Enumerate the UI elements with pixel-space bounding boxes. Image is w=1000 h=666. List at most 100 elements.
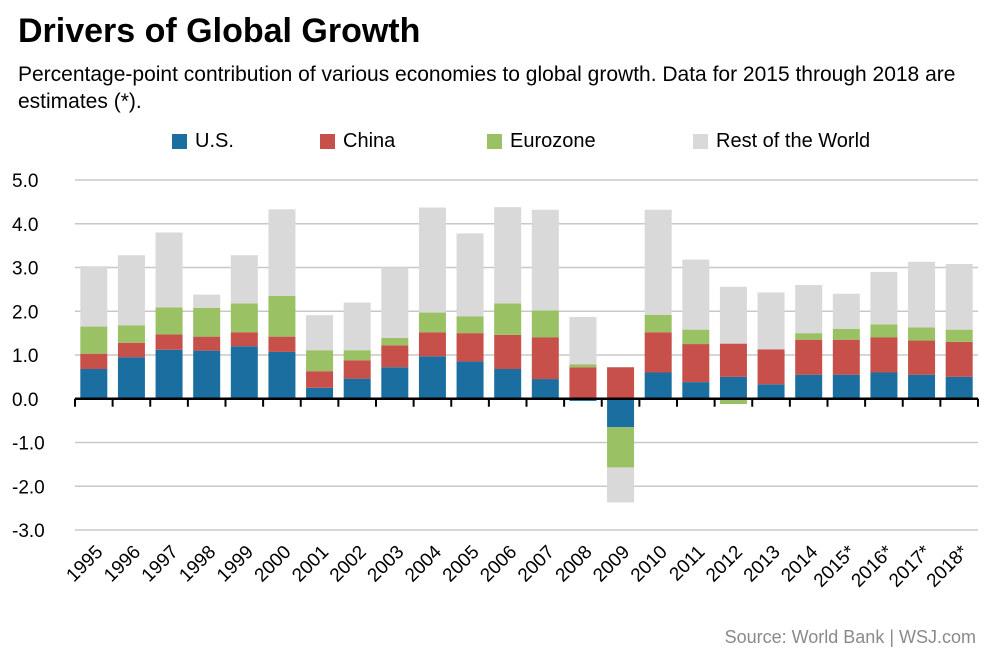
bar-segment-eurozone: [682, 329, 710, 345]
bar-segment-eurozone: [117, 325, 145, 343]
x-tick-label: 2003: [364, 542, 409, 587]
bar-segment-u-s-: [644, 372, 672, 399]
y-tick-label: -3.0: [12, 521, 45, 542]
bar-segment-u-s-: [381, 367, 409, 399]
bar-segment-u-s-: [80, 369, 108, 399]
legend-item-eurozone: Eurozone: [487, 130, 596, 153]
bar-segment-eurozone: [795, 333, 823, 340]
bar-segment-u-s-: [832, 374, 860, 399]
bar-segment-china: [531, 337, 559, 380]
chart-title: Drivers of Global Growth: [18, 12, 421, 50]
bar-segment-eurozone: [230, 303, 258, 333]
bar-segment-china: [644, 332, 672, 373]
legend-item-china: China: [320, 130, 395, 153]
y-tick-label: -1.0: [12, 434, 45, 455]
bar-segment-china: [230, 332, 258, 347]
x-tick-label: 1999: [213, 542, 258, 587]
bar-segment-rest-of-the-world: [607, 467, 635, 503]
legend-item-rest-of-world: Rest of the World: [693, 130, 870, 153]
bar-segment-u-s-: [193, 350, 221, 399]
bar-segment-china: [343, 360, 371, 379]
bar-segment-rest-of-the-world: [870, 271, 898, 325]
bar-segment-china: [494, 334, 522, 369]
bar-segment-eurozone: [531, 310, 559, 338]
bar-segment-china: [832, 339, 860, 375]
bar-segment-u-s-: [531, 379, 559, 399]
bar-segment-china: [945, 341, 973, 377]
bar-segment-china: [193, 336, 221, 351]
legend-swatch-eurozone: [487, 134, 502, 149]
x-tick-label: 2010: [627, 542, 672, 587]
bar-segment-eurozone: [870, 324, 898, 338]
bar-segment-china: [908, 340, 936, 375]
bar-segment-rest-of-the-world: [381, 267, 409, 338]
bar-segment-china: [607, 367, 635, 399]
bar-segment-u-s-: [945, 376, 973, 399]
chart-subtitle: Percentage-point contribution of various…: [18, 63, 956, 113]
bar-segment-china: [117, 342, 145, 358]
x-tick-label: 2005: [439, 542, 484, 587]
y-tick-label: 5.0: [12, 171, 38, 192]
legend-label-china: China: [343, 130, 396, 152]
bar-segment-u-s-: [268, 351, 296, 399]
bar-segment-u-s-: [719, 376, 747, 399]
bar-segment-eurozone: [193, 307, 221, 337]
y-tick-label: 3.0: [12, 259, 38, 280]
legend-swatch-china: [320, 134, 335, 149]
legend-item-us: U.S.: [172, 130, 234, 153]
x-tick-label: 2002: [326, 542, 371, 587]
x-tick-label: 1995: [63, 542, 108, 587]
x-tick-label: 2018*: [923, 541, 973, 591]
x-tick-label: 1998: [175, 542, 220, 587]
bar-segment-rest-of-the-world: [230, 255, 258, 304]
bar-segment-eurozone: [832, 328, 860, 340]
bar-segment-rest-of-the-world: [80, 266, 108, 327]
bar-segment-rest-of-the-world: [757, 292, 785, 350]
bar-segment-rest-of-the-world: [418, 207, 446, 313]
x-tick-label: 2012: [702, 542, 747, 587]
bar-segment-rest-of-the-world: [832, 293, 860, 329]
bar-segment-eurozone: [418, 312, 446, 333]
x-tick-label: 2013: [740, 542, 785, 587]
bar-segment-china: [418, 332, 446, 357]
legend-label-us: U.S.: [195, 130, 234, 152]
bar-segment-u-s-: [795, 374, 823, 399]
bar-segment-china: [155, 334, 183, 350]
bar-segment-rest-of-the-world: [569, 316, 597, 365]
bar-segment-rest-of-the-world: [719, 286, 747, 344]
bar-segment-eurozone: [607, 427, 635, 468]
x-tick-label: 2000: [251, 542, 296, 587]
bar-segment-china: [268, 336, 296, 352]
x-tick-label: 2006: [476, 542, 521, 587]
bar-segment-china: [757, 349, 785, 385]
x-tick-label: 2007: [514, 542, 559, 587]
bar-segment-eurozone: [80, 326, 108, 354]
bar-segment-u-s-: [870, 372, 898, 399]
bar-segment-china: [569, 367, 597, 399]
bar-segment-rest-of-the-world: [908, 261, 936, 328]
bar-segment-u-s-: [494, 369, 522, 399]
bar-segment-u-s-: [155, 349, 183, 399]
source-note: Source: World Bank | WSJ.com: [724, 627, 976, 647]
bar-segment-rest-of-the-world: [117, 255, 145, 326]
legend-swatch-rest-of-world: [693, 134, 708, 149]
bar-segment-rest-of-the-world: [644, 209, 672, 315]
bar-segment-eurozone: [268, 295, 296, 337]
bar-segment-u-s-: [418, 356, 446, 399]
bar-segment-u-s-: [230, 346, 258, 399]
x-tick-label: 1996: [100, 542, 145, 587]
x-tick-label: 2001: [288, 542, 333, 587]
legend-swatch-us: [172, 134, 187, 149]
bar-segment-rest-of-the-world: [682, 259, 710, 330]
bar-segment-u-s-: [607, 398, 635, 428]
bar-segment-china: [456, 333, 484, 362]
legend-label-rest-of-world: Rest of the World: [716, 130, 871, 152]
bar-segment-rest-of-the-world: [456, 233, 484, 317]
bar-segment-rest-of-the-world: [306, 315, 334, 351]
bar-segment-china: [870, 337, 898, 373]
bar-segment-u-s-: [117, 357, 145, 399]
bar-segment-eurozone: [494, 303, 522, 335]
x-tick-label: 2008: [552, 542, 597, 587]
bar-segment-rest-of-the-world: [193, 294, 221, 308]
